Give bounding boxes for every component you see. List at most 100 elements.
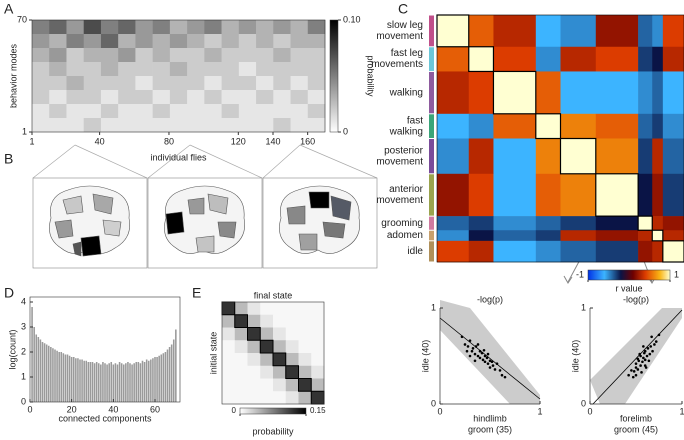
heat-cell	[247, 353, 261, 367]
group-label: movement	[376, 195, 423, 206]
heat-cell	[273, 391, 287, 405]
bar	[154, 357, 156, 402]
corr-cell	[595, 230, 639, 242]
corr-cell	[662, 71, 684, 115]
heat-cell	[169, 90, 188, 105]
bar	[168, 347, 171, 402]
heat-cell	[32, 62, 50, 77]
heat-cell	[298, 391, 312, 405]
heat-cell	[118, 34, 136, 49]
heat-cell	[290, 104, 309, 119]
corr-cell	[493, 71, 537, 115]
bar	[66, 354, 69, 402]
scatter-point	[634, 362, 638, 365]
x-axis-label: groom (35)	[468, 424, 512, 434]
corr-cell	[662, 240, 684, 263]
scatter-point	[480, 351, 484, 355]
group-color-bar	[429, 15, 434, 47]
corr-cell	[468, 71, 494, 115]
corr-cell	[437, 113, 470, 139]
scatter-point	[493, 368, 497, 371]
scatter-point	[503, 375, 507, 379]
scatter-point	[643, 358, 647, 362]
heat-cell	[66, 90, 85, 105]
heat-cell	[83, 90, 102, 105]
bar	[70, 357, 73, 402]
heat-cell	[273, 48, 291, 63]
heat-cell	[247, 340, 261, 354]
colorbar-label: probability	[252, 426, 294, 436]
group-label: idle	[407, 246, 423, 257]
heat-cell	[221, 20, 240, 35]
bar	[139, 363, 142, 402]
heat-cell	[298, 365, 312, 379]
heat-cell	[83, 104, 102, 119]
bar	[45, 344, 48, 402]
bar	[54, 349, 56, 402]
bar	[97, 363, 100, 402]
scatter-point	[486, 352, 490, 356]
heat-cell	[221, 48, 240, 63]
bar	[106, 364, 108, 402]
bar	[141, 360, 144, 402]
heat-cell	[135, 76, 153, 91]
heat-cell	[83, 76, 102, 91]
heat-cell	[66, 34, 85, 49]
y-tick-label: 0	[21, 396, 26, 406]
heat-cell	[273, 314, 287, 328]
scatter-point	[468, 339, 472, 342]
heat-cell	[66, 118, 85, 133]
heat-cell	[118, 48, 136, 63]
corr-cell	[662, 113, 684, 139]
heat-cell	[118, 62, 136, 77]
colorbar	[587, 269, 671, 281]
heat-cell	[247, 378, 261, 392]
bar	[100, 364, 102, 402]
heat-cell	[238, 118, 257, 133]
scatter-point	[632, 370, 636, 373]
heat-cell	[260, 327, 274, 341]
heat-cell	[204, 48, 222, 63]
bar	[47, 345, 50, 402]
heat-cell	[234, 353, 248, 367]
heat-cell	[204, 76, 222, 91]
heat-cell	[290, 90, 309, 105]
heat-cell	[135, 34, 153, 49]
bar	[68, 355, 71, 402]
bar	[162, 353, 165, 402]
group-color-bar	[429, 174, 434, 216]
heat-cell	[118, 104, 136, 119]
heat-cell	[311, 327, 325, 341]
heat-cell	[32, 20, 50, 35]
corr-cell	[638, 113, 653, 139]
heat-cell	[187, 90, 205, 105]
heat-cell	[298, 378, 312, 392]
scatter-point	[488, 359, 492, 363]
scatter-point	[474, 345, 478, 348]
scatter-point	[627, 373, 630, 377]
heat-cell	[260, 365, 274, 379]
heat-cell	[273, 378, 287, 392]
bar	[164, 352, 167, 402]
heat-cell	[307, 118, 326, 133]
heat-cell	[260, 391, 274, 405]
y-tick-label: 0	[581, 398, 586, 408]
heat-cell	[285, 314, 299, 328]
block-outline	[272, 352, 287, 367]
group-outline	[492, 70, 537, 115]
bar	[56, 350, 58, 402]
group-label: movement	[376, 31, 423, 42]
heat-cell	[135, 90, 153, 105]
corr-cell	[493, 138, 537, 175]
bar	[37, 337, 40, 402]
heat-cell	[290, 34, 309, 49]
corr-cell	[437, 216, 470, 231]
bar	[77, 358, 79, 402]
bar	[133, 363, 135, 402]
heat-cell	[273, 327, 287, 341]
bar	[150, 359, 152, 402]
bar	[104, 363, 106, 402]
scatter-point	[634, 366, 638, 369]
heat-cell	[238, 20, 257, 35]
corr-cell	[595, 46, 639, 72]
